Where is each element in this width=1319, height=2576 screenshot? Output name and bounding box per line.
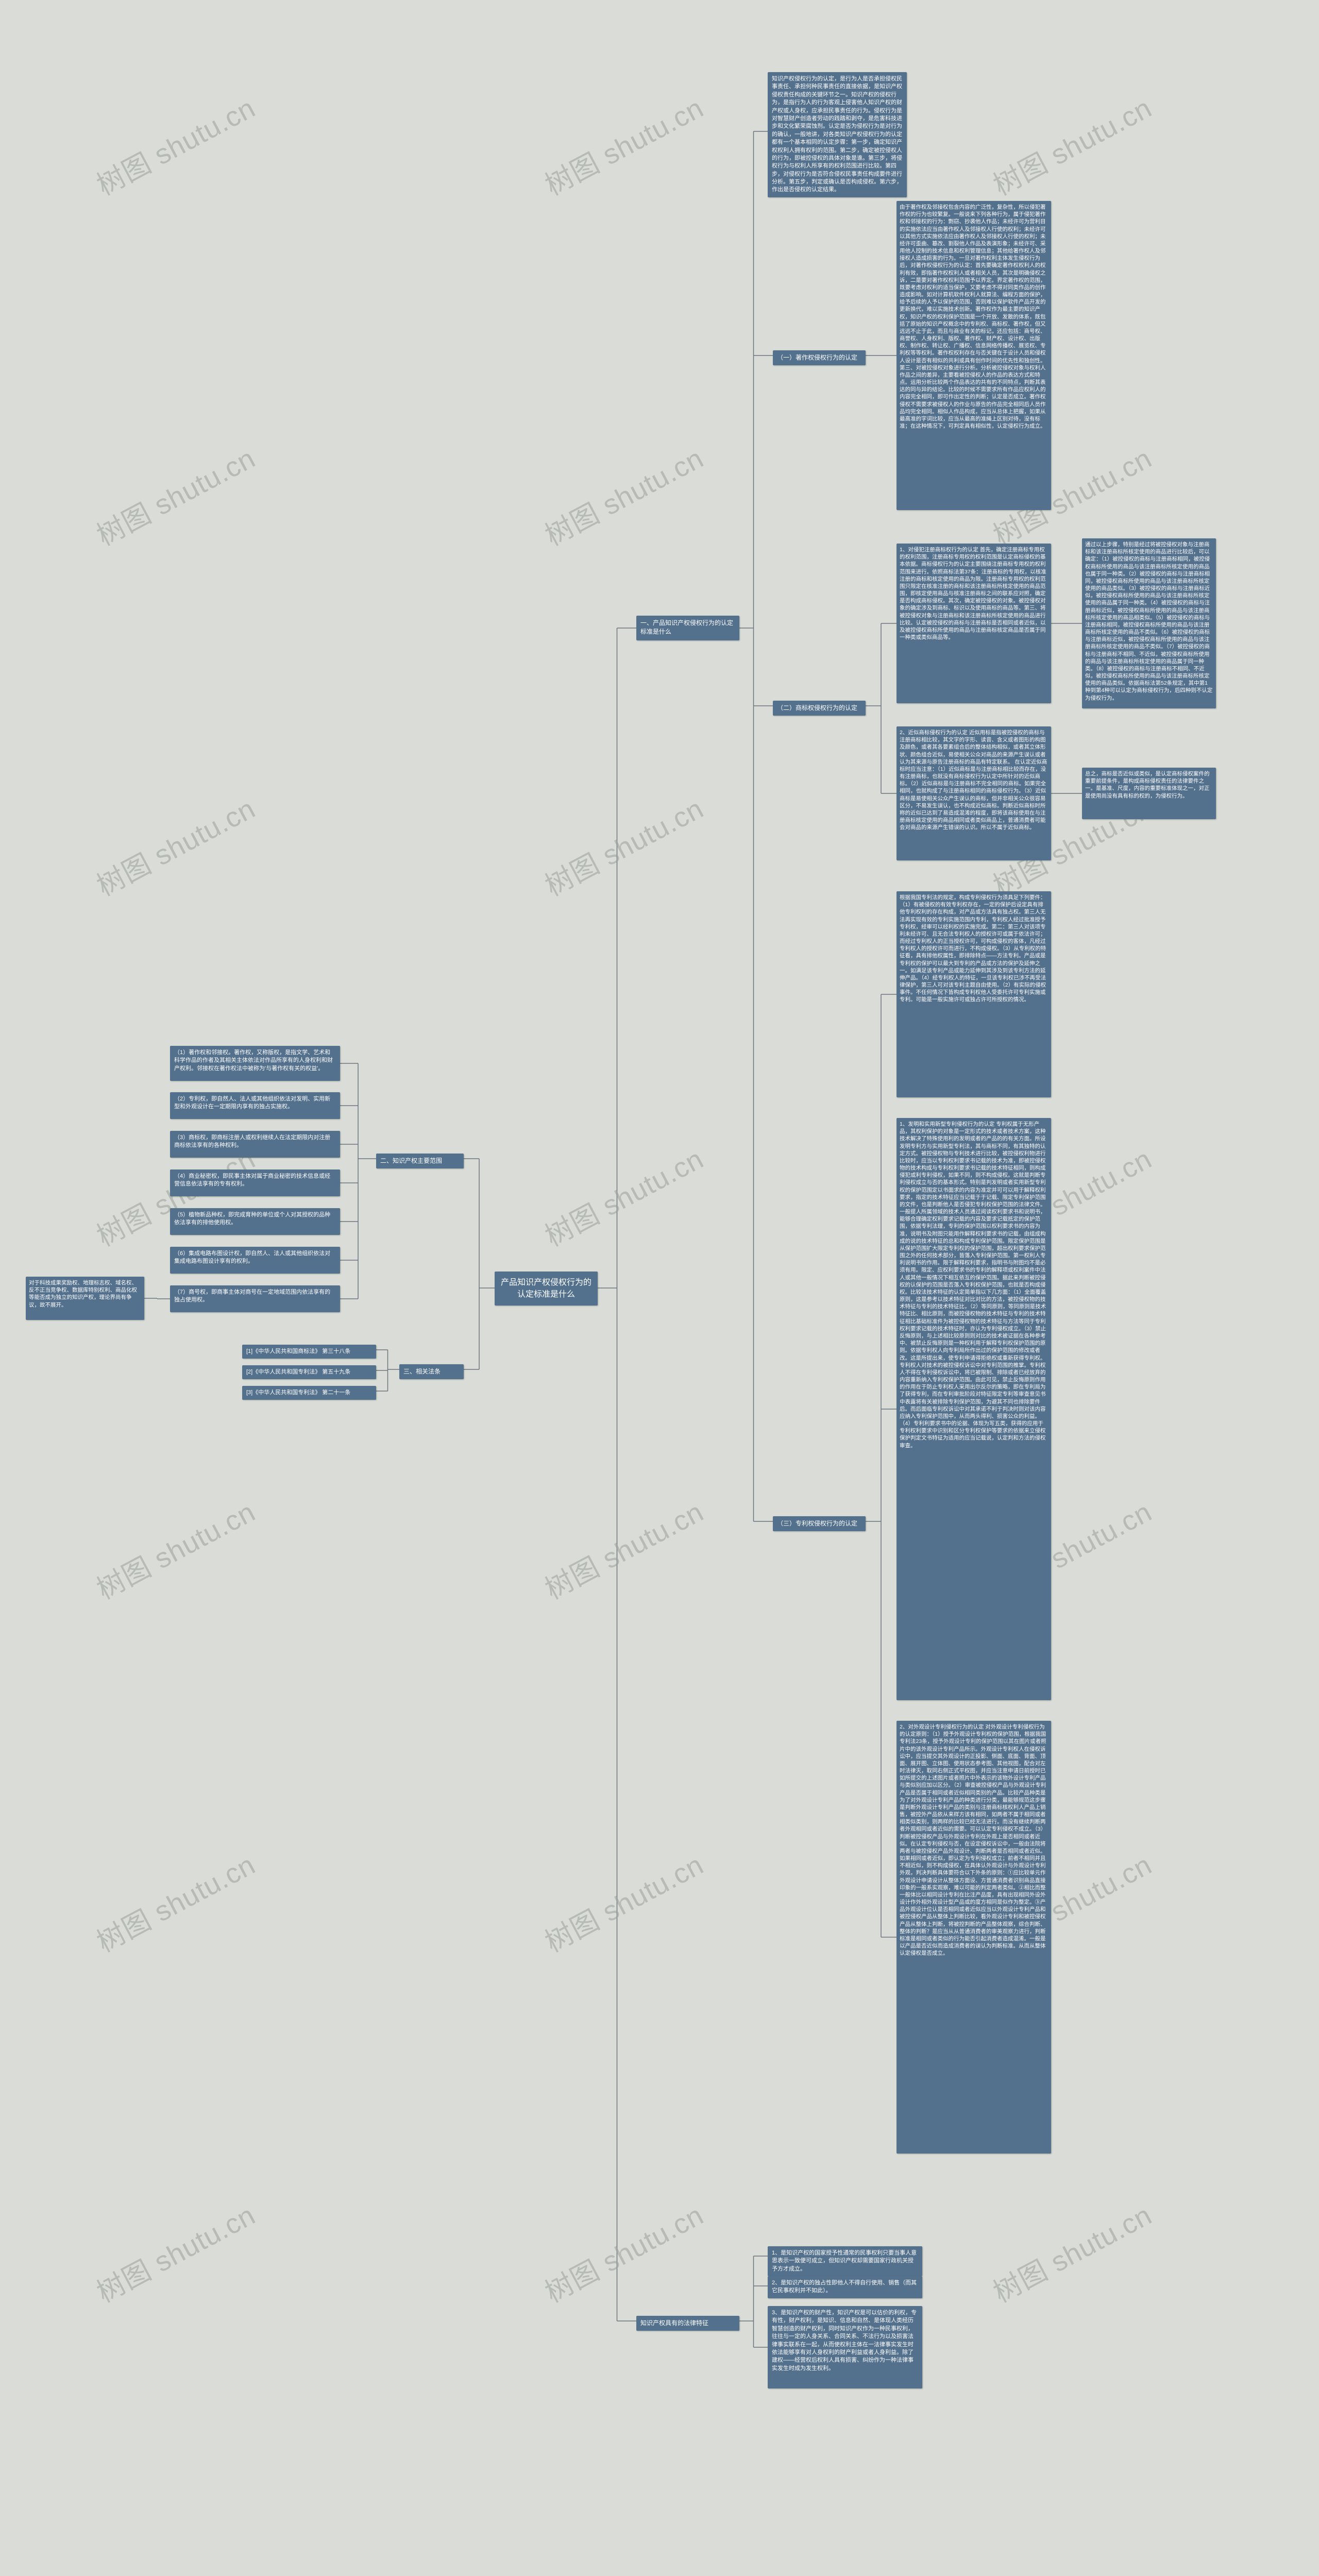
- connector: [464, 1159, 495, 1369]
- connector: [376, 1350, 399, 1391]
- watermark: 树图 shutu.cn: [536, 786, 709, 904]
- node-n1d1[interactable]: 根据我国专利法的规定，构成专利侵权行为须具足下列要件：（1）有被侵权的有效专利权…: [897, 891, 1051, 1097]
- root-node[interactable]: 产品知识产权侵权行为的 认定标准是什么: [495, 1272, 598, 1306]
- node-n1d2[interactable]: 1、发明和实用新型专利侵权行为的认定 专利权属于无形产品，其权利保护的对象是一定…: [897, 1118, 1051, 1700]
- node-n3b[interactable]: [2]《中华人民共和国专利法》 第五十九条: [242, 1365, 376, 1379]
- watermark: 树图 shutu.cn: [88, 1489, 261, 1607]
- connector: [866, 623, 897, 793]
- node-n1a[interactable]: 知识产权侵权行为的认定，是行为人是否承担侵权民事责任、承担何种民事责任的直接依据…: [768, 72, 907, 197]
- node-n2g1[interactable]: 对于科技成果奖励权、地理标志权、域名权、反不正当竞争权、数据库特别权利、商品化权…: [26, 1277, 144, 1320]
- watermark: 树图 shutu.cn: [536, 1137, 709, 1255]
- node-n2b[interactable]: （2）专利权，即自然人、法人或其他组织依法对发明、实用新型和外观设计在一定期限内…: [170, 1092, 340, 1119]
- watermark: 树图 shutu.cn: [88, 1842, 261, 1960]
- node-n2f[interactable]: （6）集成电路布图设计权，即自然人、法人或其他组织依法对集成电路布图设计享有的权…: [170, 1247, 340, 1274]
- node-n1c[interactable]: （二）商标权侵权行为的认定: [773, 701, 866, 716]
- watermark: 树图 shutu.cn: [536, 436, 709, 554]
- watermark: 树图 shutu.cn: [88, 786, 261, 904]
- node-n1c2[interactable]: 2、近似商标侵权行为的认定 近似用标是指被控侵权的商标与注册商标相比较，其文字的…: [897, 726, 1051, 860]
- node-n2e[interactable]: （5）植物新品种权，即完成育种的单位或个人对其授权的品种依法享有的排他使用权。: [170, 1208, 340, 1235]
- connector: [739, 2256, 768, 2347]
- node-n2[interactable]: 二、知识产权主要范围: [376, 1154, 464, 1168]
- node-n1b1[interactable]: 由于著作权及邻接权包含内容的广泛性，复杂性，所以侵犯著作权的行为也较繁复。一般说…: [897, 201, 1051, 510]
- watermark: 树图 shutu.cn: [88, 436, 261, 554]
- connector: [340, 1063, 376, 1299]
- connector: [598, 628, 636, 2321]
- watermark: 树图 shutu.cn: [88, 2193, 261, 2311]
- connector: [866, 994, 897, 1937]
- node-n1c1a[interactable]: 通过以上步骤，特别是经过将被控侵权对象与注册商标和该注册商标所核定使用的商品进行…: [1082, 538, 1216, 708]
- node-n1b[interactable]: （一）著作权侵权行为的认定: [773, 350, 866, 365]
- connector: [144, 1298, 170, 1299]
- watermark: 树图 shutu.cn: [536, 86, 709, 204]
- node-n1[interactable]: 一、产品知识产权侵权行为的认定标准是什么: [636, 616, 739, 640]
- watermark: 树图 shutu.cn: [88, 86, 261, 204]
- watermark: 树图 shutu.cn: [985, 86, 1158, 204]
- node-n3a[interactable]: [1]《中华人民共和国商标法》 第三十八条: [242, 1345, 376, 1359]
- node-n1c2a[interactable]: 总之，商标是否近似或类似，是认定商标侵权案件的重要前提条件，是构成商标侵权责任的…: [1082, 768, 1216, 819]
- node-n4c[interactable]: 3、是知识产权的财产性，知识产权是可以估价的利权，专有性，财产权利，是知识、信息…: [768, 2306, 922, 2388]
- node-n2a[interactable]: （1）著作权和邻接权。著作权，又称版权，是指文学、艺术和科学作品的作者及其相关主…: [170, 1046, 340, 1081]
- node-n1d[interactable]: （三）专利权侵权行为的认定: [773, 1516, 866, 1531]
- node-n3[interactable]: 三、相关法条: [399, 1364, 464, 1379]
- watermark: 树图 shutu.cn: [536, 2193, 709, 2311]
- watermark: 树图 shutu.cn: [985, 2193, 1158, 2311]
- node-n4b[interactable]: 2、是知识产权的独占性即他人不得自行使用、销售（而其它民事权利并不如此）。: [768, 2276, 922, 2298]
- node-n1c1[interactable]: 1、对侵犯注册商标权行为的认定 首先，确定注册商标专用权的权利范围，注册商标专用…: [897, 544, 1051, 703]
- node-n4a[interactable]: 1、是知识产权的国家授予性通常的民事权利只要当事人意思表示一致便可成立，但知识产…: [768, 2246, 922, 2276]
- node-n1d3[interactable]: 2、对外观设计专利侵权行为的认定 对外观设计专利侵权行为的认定原则：（1）授予外…: [897, 1721, 1051, 2154]
- node-n2c[interactable]: （3）商标权，即商标注册人或权利继续人在法定期限内对注册商标依法享有的各种权利。: [170, 1131, 340, 1158]
- watermark: 树图 shutu.cn: [536, 1489, 709, 1607]
- node-n2d[interactable]: （4）商业秘密权，即民事主体对属于商业秘密的技术信息或经营信息依法享有的专有权利…: [170, 1170, 340, 1196]
- watermark: 树图 shutu.cn: [536, 1842, 709, 1960]
- node-n4[interactable]: 知识产权具有的法律特征: [636, 2316, 739, 2331]
- connector: [739, 131, 773, 1521]
- mindmap-canvas: 树图 shutu.cn 树图 shutu.cn 树图 shutu.cn 树图 shut…: [0, 0, 1319, 2576]
- node-n3c[interactable]: [3]《中华人民共和国专利法》 第二十一条: [242, 1386, 376, 1400]
- node-n2g[interactable]: （7）商号权，即商事主体对商号在一定地域范围内依法享有的独占使用权。: [170, 1285, 340, 1312]
